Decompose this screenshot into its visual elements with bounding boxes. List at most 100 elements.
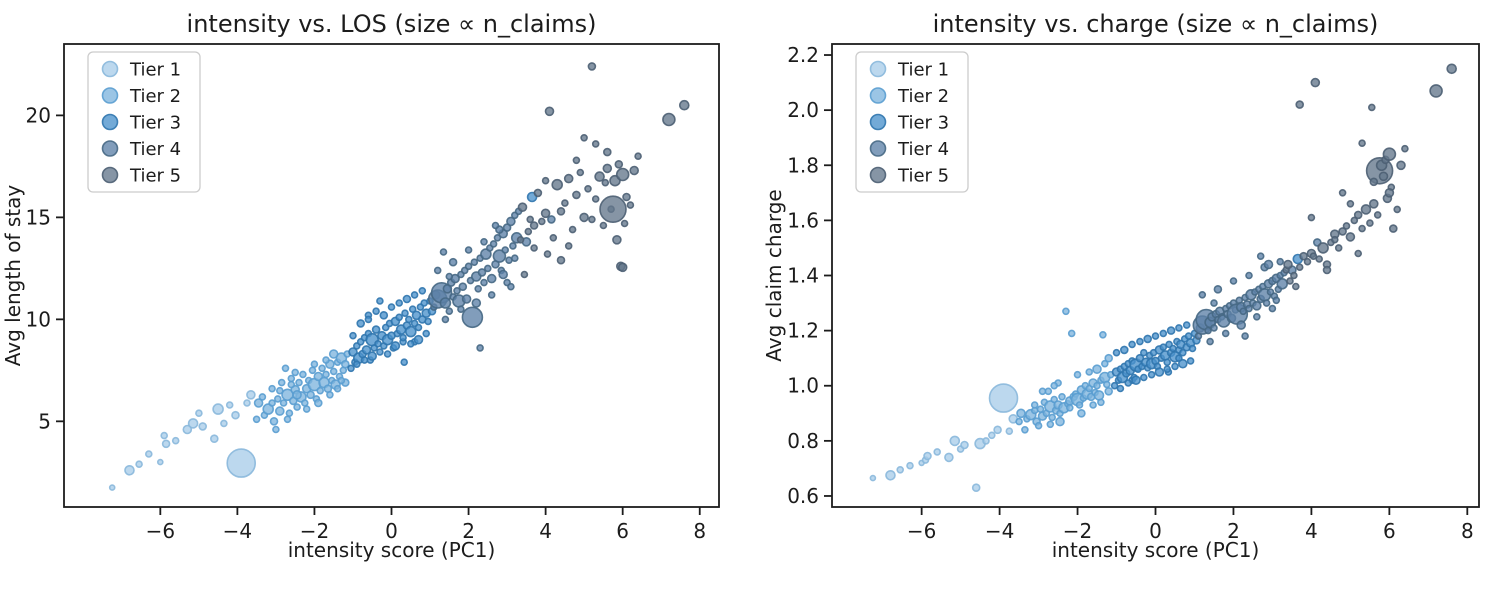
scatter-point — [580, 134, 588, 142]
scatter-point — [1147, 370, 1156, 379]
scatter-point — [489, 240, 498, 248]
scatter-point — [293, 403, 301, 411]
y-axis-label: Avg claim charge — [762, 189, 786, 361]
scatter-point — [300, 399, 309, 407]
scatter-point — [1048, 413, 1056, 422]
scatter-point — [551, 178, 564, 191]
scatter-point — [993, 425, 1002, 435]
scatter-point — [1073, 370, 1082, 379]
scatter-point — [383, 350, 392, 358]
scatter-point — [316, 386, 325, 395]
scatter-point — [404, 315, 413, 324]
scatter-point — [441, 315, 450, 324]
scatter-point — [1182, 321, 1191, 329]
scatter-point — [1131, 375, 1141, 386]
scatter-point — [135, 460, 143, 469]
scatter-point — [1097, 398, 1105, 407]
scatter-point — [1140, 373, 1148, 382]
scatter-point — [461, 306, 484, 329]
scatter-point — [272, 425, 280, 434]
legend-label-tier-1: Tier 1 — [897, 60, 949, 81]
scatter-point — [1396, 160, 1406, 171]
scatter-point — [292, 389, 302, 400]
scatter-point — [445, 272, 454, 281]
scatter-point — [594, 171, 605, 182]
scatter-point — [1239, 307, 1247, 316]
scatter-point — [1089, 401, 1097, 409]
legend-marker-tier-5 — [101, 166, 119, 184]
x-tick-label: 6 — [616, 519, 629, 543]
scatter-point — [587, 62, 597, 71]
scatter-point — [987, 431, 996, 440]
scatter-point — [537, 217, 546, 226]
scatter-point — [401, 309, 409, 318]
scatter-point — [322, 356, 330, 364]
scatter-point — [960, 440, 969, 450]
scatter-point — [982, 437, 990, 445]
scatter-point — [1286, 277, 1294, 285]
scatter-point — [364, 315, 373, 324]
scatter-point — [1268, 304, 1277, 313]
legend-marker-tier-1 — [101, 60, 119, 78]
x-tick-label: −4 — [985, 519, 1014, 543]
scatter-point — [1252, 300, 1262, 311]
y-tick-label: 0.6 — [787, 484, 819, 508]
scatter-point — [243, 399, 251, 407]
scatter-point — [262, 403, 275, 415]
scatter-point — [480, 248, 492, 260]
y-tick-label: 2.0 — [787, 98, 819, 122]
scatter-point — [1389, 224, 1398, 233]
scatter-point — [387, 303, 396, 311]
scatter-point — [572, 156, 581, 165]
scatter-point — [1429, 84, 1443, 98]
scatter-point — [1358, 224, 1366, 233]
scatter-point — [547, 215, 556, 224]
scatter-point — [395, 313, 404, 322]
scatter-point — [1378, 171, 1389, 182]
scatter-point — [1236, 320, 1246, 330]
y-tick-label: 1.0 — [787, 374, 819, 398]
scatter-point — [1163, 358, 1171, 367]
scatter-point — [1062, 307, 1070, 316]
scatter-point — [1345, 232, 1356, 242]
legend-marker-tier-2 — [869, 87, 887, 104]
y-tick-label: 15 — [26, 205, 51, 229]
y-tick-label: 1.8 — [787, 153, 819, 177]
x-tick-label: 6 — [1383, 519, 1396, 543]
scatter-point — [1245, 304, 1253, 313]
scatter-point — [1034, 421, 1043, 430]
scatter-point — [1317, 242, 1329, 254]
scatter-point — [376, 297, 384, 305]
scatter-point — [1256, 252, 1265, 261]
x-tick-label: 4 — [1305, 519, 1318, 543]
scatter-point — [1166, 326, 1176, 335]
scatter-point — [1354, 249, 1362, 258]
scatter-point — [1171, 362, 1179, 371]
scatter-point — [1154, 367, 1165, 377]
scatter-point — [145, 450, 153, 458]
scatter-point — [530, 244, 538, 252]
scatter-point — [390, 341, 401, 351]
scatter-point — [1241, 332, 1249, 340]
scatter-point — [439, 248, 448, 256]
scatter-point — [406, 339, 415, 348]
scatter-point — [906, 461, 914, 470]
scatter-point — [376, 348, 384, 356]
scatter-point — [1295, 263, 1304, 272]
scatter-point — [1151, 332, 1160, 340]
scatter-point — [1368, 103, 1376, 112]
scatter-point — [1210, 324, 1218, 332]
scatter-point — [210, 434, 219, 444]
scatter-point — [108, 484, 116, 491]
scatter-point — [433, 266, 442, 275]
scatter-point — [225, 401, 234, 409]
scatter-point — [299, 370, 307, 379]
scatter-point — [1178, 358, 1188, 369]
scatter-point — [591, 195, 600, 203]
scatter-point — [599, 195, 627, 223]
scatter-point — [461, 294, 472, 304]
scatter-point — [1307, 213, 1316, 222]
scatter-point — [246, 389, 256, 400]
x-axis-label: intensity score (PC1) — [1052, 538, 1260, 562]
